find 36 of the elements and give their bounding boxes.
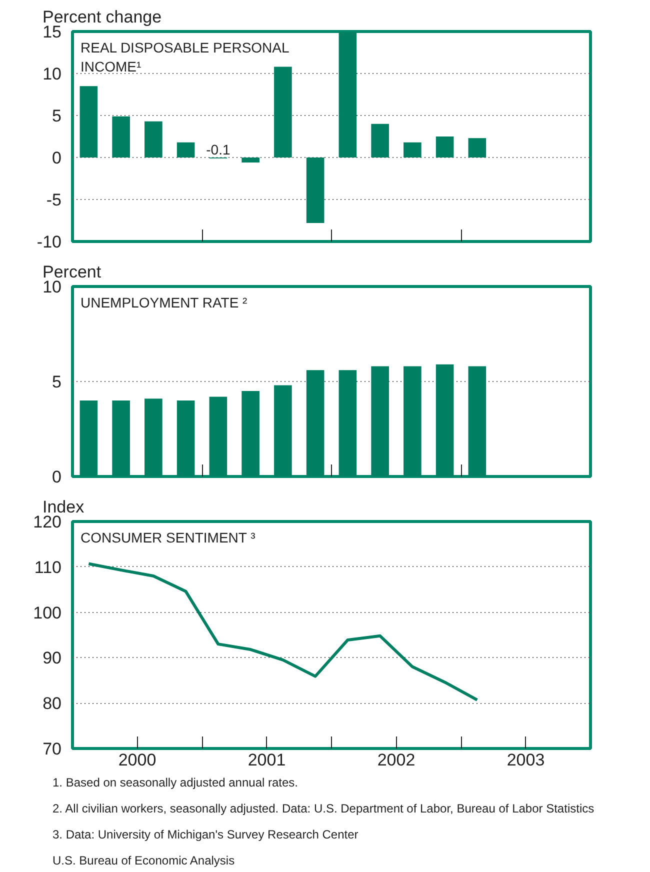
y-tick-label: 10	[42, 64, 62, 84]
y-tick-label: 5	[52, 372, 62, 392]
bar	[404, 142, 422, 158]
y-tick-label: 90	[42, 648, 62, 668]
bar	[176, 142, 195, 158]
y-tick-label: -10	[36, 232, 62, 252]
text: 2. All civilian workers, seasonally adjusted. Data: U.S. Department of Labor, Bureau of Labor Statistics	[52, 802, 594, 816]
y-tick-label: 100	[33, 603, 62, 622]
bar	[112, 116, 130, 158]
y-tick-label: 0	[52, 468, 62, 486]
y-tick-label: -5	[46, 190, 62, 210]
text: U.S. Bureau of Economic Analysis	[52, 854, 235, 868]
bar	[144, 121, 162, 158]
bar	[80, 86, 98, 158]
x-tick-label: 2002	[377, 750, 416, 770]
bar	[436, 136, 454, 158]
line-series	[87, 562, 479, 702]
bar	[306, 158, 324, 224]
y-tick-label: 0	[52, 148, 62, 168]
y-tick-label: 70	[42, 740, 62, 758]
text: UNEMPLOYMENT RATE ²	[80, 294, 248, 310]
y-tick-label: 110	[34, 558, 62, 577]
bar	[242, 158, 260, 163]
annotation: -0.1	[206, 141, 230, 158]
x-tick-label: 2000	[118, 750, 156, 770]
bar	[274, 66, 292, 158]
bar	[468, 138, 486, 158]
y-tick-label: 80	[42, 694, 62, 714]
text: 1. Based on seasonally adjusted annual rates.	[52, 776, 298, 790]
x-tick-label: 2001	[248, 750, 286, 770]
x-tick-label: 2003	[506, 750, 545, 770]
text: 3. Data: University of Michigan's Survey Research Center	[52, 828, 358, 842]
text: REAL DISPOSABLE PERSONAL INCOME¹	[80, 40, 290, 75]
y-tick-label: 5	[52, 106, 62, 126]
text: CONSUMER SENTIMENT ³	[80, 530, 256, 546]
bar	[371, 124, 389, 158]
